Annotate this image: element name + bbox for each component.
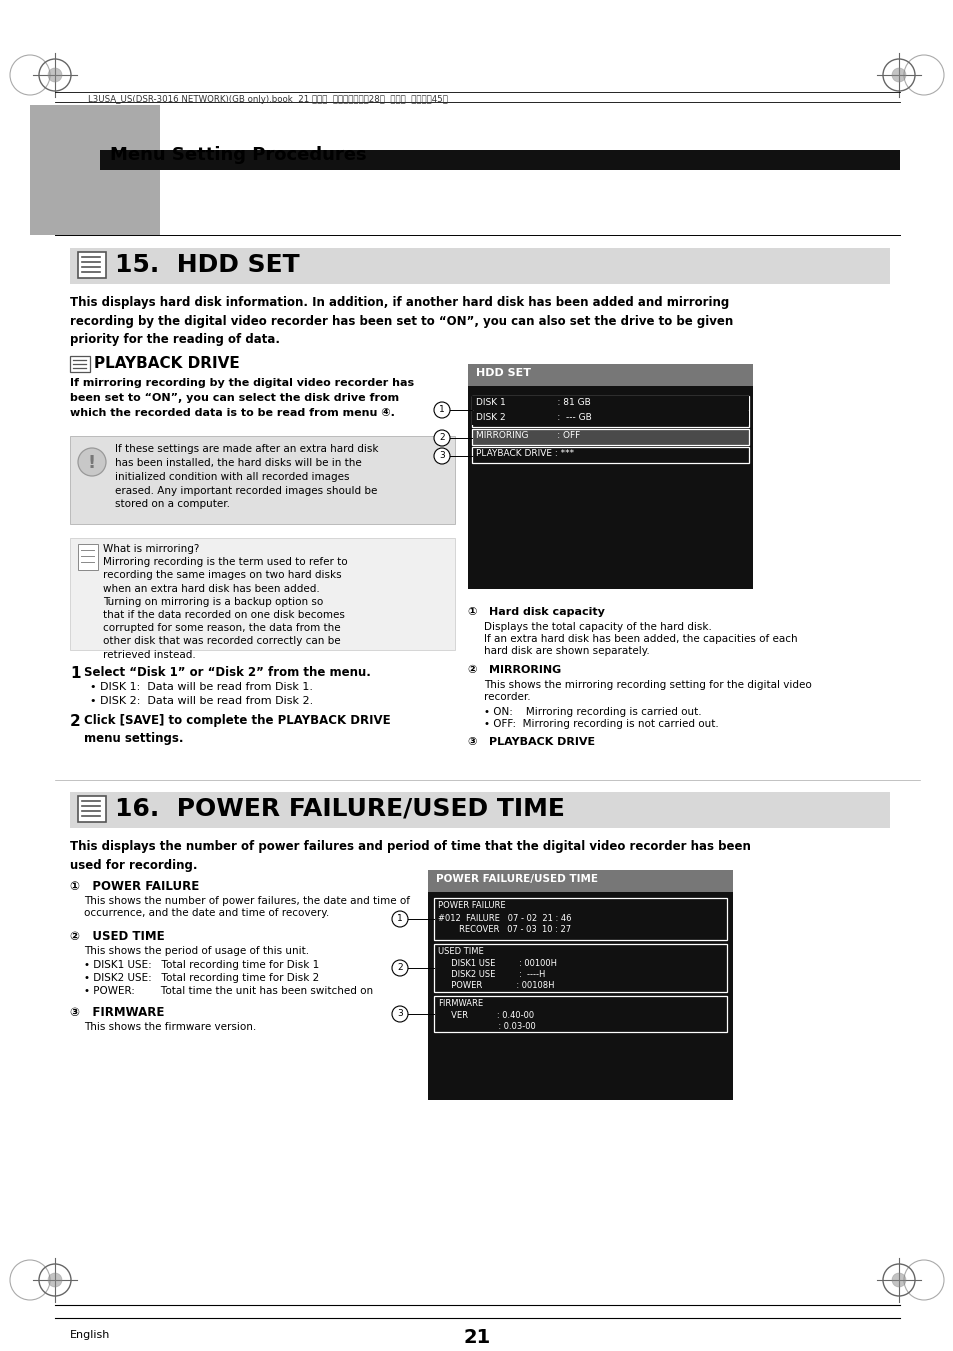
Text: • DISK2 USE:   Total recording time for Disk 2: • DISK2 USE: Total recording time for Di… bbox=[84, 973, 319, 984]
Text: 1: 1 bbox=[438, 405, 444, 413]
Text: #012  FAILURE   07 - 02  21 : 46: #012 FAILURE 07 - 02 21 : 46 bbox=[437, 915, 571, 923]
Bar bbox=[468, 363, 752, 589]
Text: DISK 2                  :  --- GB: DISK 2 : --- GB bbox=[476, 413, 591, 422]
Circle shape bbox=[434, 449, 450, 463]
Circle shape bbox=[434, 403, 450, 417]
Text: DISK1 USE         : 00100H: DISK1 USE : 00100H bbox=[437, 959, 557, 969]
Text: ③   PLAYBACK DRIVE: ③ PLAYBACK DRIVE bbox=[468, 738, 595, 747]
Text: Click [SAVE] to complete the PLAYBACK DRIVE
menu settings.: Click [SAVE] to complete the PLAYBACK DR… bbox=[84, 713, 390, 744]
Bar bbox=[70, 249, 889, 284]
Text: PLAYBACK DRIVE: PLAYBACK DRIVE bbox=[94, 357, 239, 372]
Text: This shows the period of usage of this unit.: This shows the period of usage of this u… bbox=[84, 946, 309, 957]
Circle shape bbox=[434, 430, 450, 446]
Bar bbox=[434, 944, 726, 992]
Text: Menu Setting Procedures: Menu Setting Procedures bbox=[110, 146, 366, 163]
Text: 2: 2 bbox=[438, 434, 444, 442]
Bar bbox=[434, 898, 726, 940]
Bar bbox=[70, 792, 889, 828]
Text: USED TIME: USED TIME bbox=[437, 947, 483, 957]
Text: Select “Disk 1” or “Disk 2” from the menu.: Select “Disk 1” or “Disk 2” from the men… bbox=[84, 666, 371, 680]
Text: This shows the firmware version.: This shows the firmware version. bbox=[84, 1021, 256, 1032]
Text: MIRRORING          : OFF: MIRRORING : OFF bbox=[476, 431, 579, 440]
Text: hard disk are shown separately.: hard disk are shown separately. bbox=[483, 646, 649, 657]
Text: 15.  HDD SET: 15. HDD SET bbox=[115, 253, 299, 277]
Text: 3: 3 bbox=[396, 1009, 402, 1019]
Text: What is mirroring?
Mirroring recording is the term used to refer to
recording th: What is mirroring? Mirroring recording i… bbox=[103, 544, 347, 659]
Bar bbox=[472, 396, 748, 409]
Text: ①   Hard disk capacity: ① Hard disk capacity bbox=[468, 607, 604, 617]
Text: POWER FAILURE/USED TIME: POWER FAILURE/USED TIME bbox=[436, 874, 598, 884]
Text: This displays hard disk information. In addition, if another hard disk has been : This displays hard disk information. In … bbox=[70, 296, 733, 346]
Text: This displays the number of power failures and period of time that the digital v: This displays the number of power failur… bbox=[70, 840, 750, 871]
Circle shape bbox=[48, 68, 62, 82]
Bar bbox=[30, 105, 160, 235]
Text: Displays the total capacity of the hard disk.: Displays the total capacity of the hard … bbox=[483, 621, 711, 632]
Bar bbox=[78, 796, 106, 821]
Circle shape bbox=[392, 1006, 408, 1021]
Text: This shows the number of power failures, the date and time of: This shows the number of power failures,… bbox=[84, 896, 410, 907]
Text: ②   USED TIME: ② USED TIME bbox=[70, 929, 165, 943]
Text: POWER             : 00108H: POWER : 00108H bbox=[437, 981, 554, 990]
Bar bbox=[78, 253, 106, 278]
Bar bbox=[70, 538, 455, 650]
Bar bbox=[472, 447, 748, 463]
Text: English: English bbox=[70, 1329, 111, 1340]
Bar bbox=[428, 870, 732, 892]
Text: • DISK 1:  Data will be read from Disk 1.: • DISK 1: Data will be read from Disk 1. bbox=[90, 682, 313, 692]
Text: FIRMWARE: FIRMWARE bbox=[437, 998, 482, 1008]
Text: • DISK 2:  Data will be read from Disk 2.: • DISK 2: Data will be read from Disk 2. bbox=[90, 696, 313, 707]
Text: ③   FIRMWARE: ③ FIRMWARE bbox=[70, 1006, 164, 1019]
Text: • ON:    Mirroring recording is carried out.: • ON: Mirroring recording is carried out… bbox=[483, 707, 700, 717]
Bar bbox=[434, 996, 726, 1032]
Text: • DISK1 USE:   Total recording time for Disk 1: • DISK1 USE: Total recording time for Di… bbox=[84, 961, 319, 970]
Text: PLAYBACK DRIVE : ***: PLAYBACK DRIVE : *** bbox=[476, 449, 574, 458]
Text: 3: 3 bbox=[438, 451, 444, 459]
Circle shape bbox=[392, 911, 408, 927]
Text: L3USA_US(DSR-3016 NETWORK)(GB only).book  21 ページ  ２００３年３月28日  金曜日  午後６晄45分: L3USA_US(DSR-3016 NETWORK)(GB only).book… bbox=[88, 95, 447, 104]
Bar bbox=[70, 436, 455, 524]
Text: If mirroring recording by the digital video recorder has
been set to “ON”, you c: If mirroring recording by the digital vi… bbox=[70, 378, 414, 417]
Text: 1: 1 bbox=[70, 666, 80, 681]
Bar bbox=[428, 870, 732, 1100]
Text: 21: 21 bbox=[463, 1328, 490, 1347]
Text: occurrence, and the date and time of recovery.: occurrence, and the date and time of rec… bbox=[84, 908, 329, 917]
Text: • POWER:        Total time the unit has been switched on: • POWER: Total time the unit has been sw… bbox=[84, 986, 373, 996]
Text: POWER FAILURE: POWER FAILURE bbox=[437, 901, 505, 911]
Bar bbox=[472, 396, 748, 427]
Text: 16.  POWER FAILURE/USED TIME: 16. POWER FAILURE/USED TIME bbox=[115, 797, 564, 821]
Text: 1: 1 bbox=[396, 915, 402, 923]
Text: 2: 2 bbox=[70, 713, 81, 730]
Text: HDD SET: HDD SET bbox=[476, 367, 531, 378]
Text: VER           : 0.40-00: VER : 0.40-00 bbox=[437, 1011, 534, 1020]
Text: DISK 1                  : 81 GB: DISK 1 : 81 GB bbox=[476, 399, 590, 407]
Text: If these settings are made after an extra hard disk
has been installed, the hard: If these settings are made after an extr… bbox=[115, 444, 378, 509]
Text: ②   MIRRORING: ② MIRRORING bbox=[468, 665, 560, 676]
Text: • OFF:  Mirroring recording is not carried out.: • OFF: Mirroring recording is not carrie… bbox=[483, 719, 718, 730]
Bar bbox=[70, 357, 90, 372]
Text: This shows the mirroring recording setting for the digital video: This shows the mirroring recording setti… bbox=[483, 680, 811, 690]
Bar bbox=[472, 430, 748, 444]
Text: recorder.: recorder. bbox=[483, 692, 530, 703]
Bar bbox=[468, 363, 752, 386]
Text: DISK2 USE         :  ----H: DISK2 USE : ----H bbox=[437, 970, 545, 979]
Text: : 0.03-00: : 0.03-00 bbox=[437, 1021, 536, 1031]
Text: If an extra hard disk has been added, the capacities of each: If an extra hard disk has been added, th… bbox=[483, 634, 797, 644]
Bar bbox=[472, 411, 748, 426]
Bar bbox=[100, 150, 899, 170]
Text: RECOVER   07 - 03  10 : 27: RECOVER 07 - 03 10 : 27 bbox=[437, 925, 571, 934]
Text: !: ! bbox=[88, 454, 96, 471]
Circle shape bbox=[48, 1273, 62, 1288]
Circle shape bbox=[392, 961, 408, 975]
Bar bbox=[78, 544, 98, 570]
Text: 2: 2 bbox=[396, 963, 402, 971]
Circle shape bbox=[891, 1273, 905, 1288]
Text: ①   POWER FAILURE: ① POWER FAILURE bbox=[70, 880, 199, 893]
Circle shape bbox=[891, 68, 905, 82]
Circle shape bbox=[78, 449, 106, 476]
